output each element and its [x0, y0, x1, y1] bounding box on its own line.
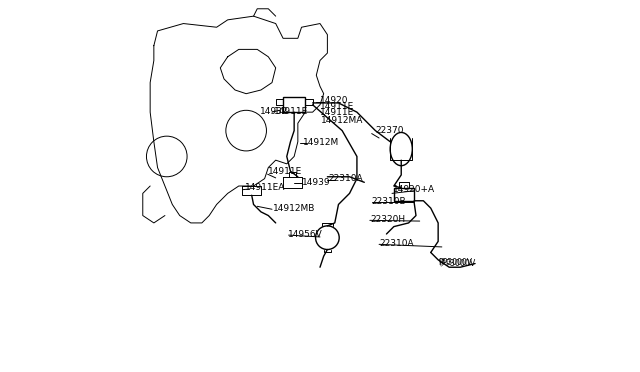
Text: 14911E: 14911E: [268, 167, 303, 176]
Text: 14911EA: 14911EA: [245, 183, 286, 192]
Text: 14932: 14932: [260, 107, 288, 116]
Text: 14912MA: 14912MA: [321, 116, 364, 125]
Text: 14912M: 14912M: [303, 138, 340, 147]
Text: 22320H: 22320H: [371, 215, 406, 224]
Text: 14920+A: 14920+A: [393, 185, 435, 194]
Text: 14911E: 14911E: [273, 107, 308, 116]
Text: 22310A: 22310A: [328, 174, 363, 183]
Text: 14912MB: 14912MB: [273, 203, 315, 213]
Text: PP3000V: PP3000V: [438, 257, 472, 267]
Text: 14920: 14920: [320, 96, 349, 105]
Text: 14956V: 14956V: [288, 230, 323, 239]
Text: 22370: 22370: [376, 126, 404, 135]
Text: $\backslash$PP3000V: $\backslash$PP3000V: [438, 257, 476, 267]
Text: 14911E: 14911E: [320, 108, 355, 118]
Text: 14939: 14939: [302, 178, 331, 187]
Text: 22310A: 22310A: [379, 239, 413, 248]
Text: 22310B: 22310B: [372, 197, 406, 206]
Text: 14911E: 14911E: [320, 102, 355, 111]
